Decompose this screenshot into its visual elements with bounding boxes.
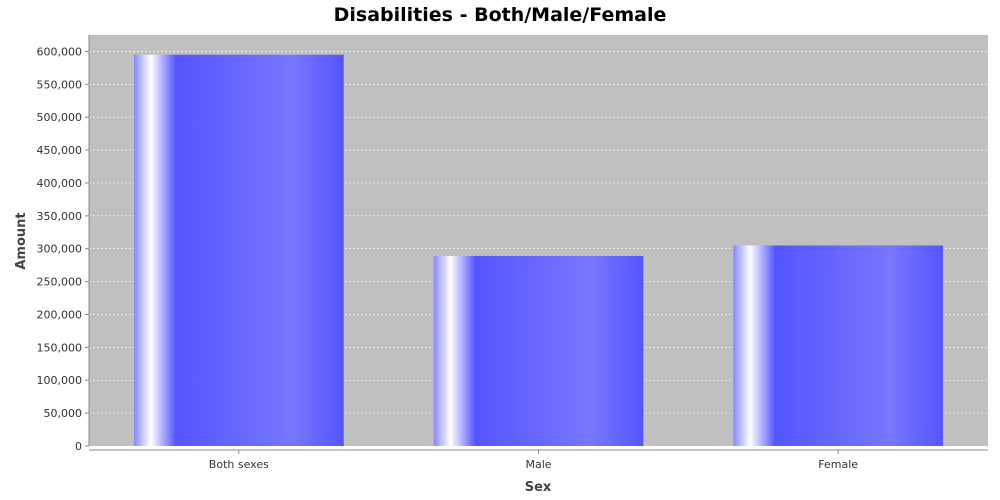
bar-female	[733, 245, 944, 446]
y-tick-label: 350,000	[37, 210, 83, 223]
bar-male	[433, 255, 644, 446]
x-axis-label: Sex	[525, 480, 552, 495]
x-axis-ticks: Both sexes Male Female	[209, 450, 858, 471]
y-tick-label: 600,000	[37, 45, 83, 58]
y-tick-label: 300,000	[37, 243, 83, 256]
y-tick-label: 0	[75, 440, 82, 453]
y-tick-label: 50,000	[44, 407, 83, 420]
y-tick-label: 400,000	[37, 177, 83, 190]
y-tick-label: 500,000	[37, 111, 83, 124]
bar-both-sexes	[133, 54, 344, 447]
y-tick-label: 150,000	[37, 341, 83, 354]
y-tick-label: 450,000	[37, 144, 83, 157]
bars	[133, 54, 944, 447]
y-axis-label: Amount	[14, 212, 29, 269]
y-tick-label: 100,000	[37, 374, 83, 387]
y-tick-label: 200,000	[37, 308, 83, 321]
x-tick-label: Male	[525, 458, 551, 471]
y-tick-label: 550,000	[37, 78, 83, 91]
x-tick-label: Female	[818, 458, 858, 471]
y-tick-label: 250,000	[37, 276, 83, 289]
x-tick-label: Both sexes	[209, 458, 269, 471]
chart-title: Disabilities - Both/Male/Female	[334, 4, 667, 26]
y-axis-ticks: 0 50,000 100,000 150,000 200,000 250,000 300,0…	[37, 45, 89, 453]
